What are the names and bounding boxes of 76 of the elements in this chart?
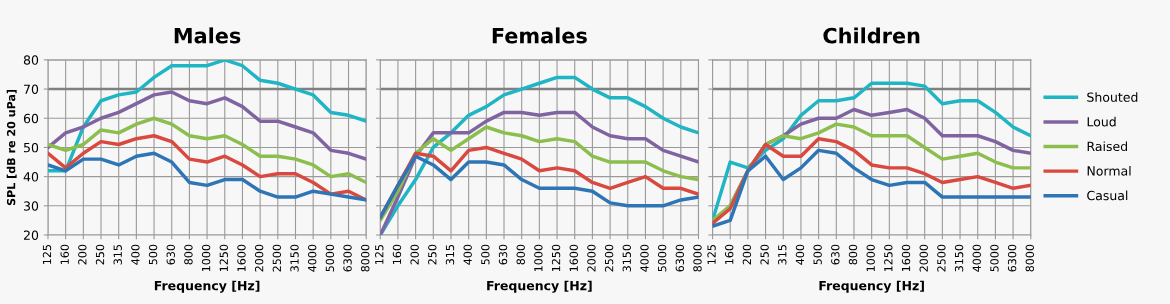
x-tick-label: 5000 [325, 244, 335, 272]
x-tick-label: 4000 [972, 244, 981, 272]
x-tick-label: 2000 [919, 244, 928, 272]
legend-label: Loud [1087, 116, 1116, 127]
x-tick-label: 800 [516, 244, 525, 265]
x-tick-label: 1600 [237, 244, 246, 272]
x-tick-label: 800 [848, 244, 858, 265]
x-tick-label: 1000 [201, 244, 211, 272]
y-tick-label: 80 [23, 55, 39, 65]
x-tick-label: 2000 [587, 244, 596, 272]
x-tick-label: 3150 [954, 244, 964, 272]
x-tick-label: 5000 [657, 244, 667, 272]
x-tick-label: 315 [113, 244, 122, 265]
x-tick-label: 1000 [534, 244, 543, 272]
x-tick-label: 400 [463, 244, 472, 265]
x-tick-label: 8000 [1025, 244, 1034, 272]
x-tick-label: 500 [481, 244, 490, 265]
x-tick-label: 125 [375, 244, 384, 265]
x-tick-label: 2500 [272, 244, 282, 272]
x-tick-label: 5000 [990, 244, 999, 272]
y-tick-label: 40 [23, 172, 39, 182]
x-tick-label: 1250 [219, 244, 228, 272]
x-tick-label: 800 [184, 244, 193, 265]
x-tick-label: 4000 [640, 244, 649, 272]
x-tick-label: 160 [725, 244, 734, 265]
x-tick-label: 250 [428, 244, 437, 265]
x-tick-label: 250 [760, 244, 769, 265]
x-tick-label: 630 [498, 244, 508, 265]
x-tick-label: 6300 [1007, 244, 1017, 272]
x-tick-label: 630 [166, 244, 175, 265]
x-tick-label: 1000 [866, 244, 875, 272]
x-tick-label: 200 [410, 244, 419, 265]
x-tick-label: 500 [813, 244, 822, 265]
x-tick-label: 315 [778, 244, 787, 265]
x-axis-title: Frequency [Hz] [154, 280, 260, 293]
y-tick-label: 60 [23, 113, 39, 124]
x-tick-label: 160 [60, 244, 69, 265]
x-tick-label: 8000 [361, 244, 370, 272]
x-tick-label: 200 [742, 244, 752, 265]
chart-title: Females [492, 27, 587, 44]
y-tick-label: 30 [23, 201, 39, 211]
x-axis-title: Frequency [Hz] [819, 280, 924, 293]
legend-label: Normal [1087, 165, 1131, 176]
x-tick-label: 500 [148, 244, 158, 265]
legend-label: Casual [1087, 190, 1128, 201]
y-tick-label: 70 [24, 84, 39, 94]
chart-title: Children [823, 27, 920, 44]
x-tick-label: 2000 [254, 244, 264, 272]
x-tick-label: 125 [42, 244, 52, 265]
legend-label: Raised [1087, 141, 1127, 152]
x-tick-label: 1600 [901, 244, 911, 272]
x-axis-title: Frequency [Hz] [487, 280, 592, 293]
x-tick-label: 1600 [569, 244, 578, 272]
y-tick-label: 50 [24, 142, 39, 153]
x-tick-label: 315 [445, 244, 455, 265]
x-tick-label: 8000 [693, 244, 702, 272]
x-tick-label: 1250 [884, 244, 893, 272]
x-tick-label: 250 [95, 244, 105, 265]
x-tick-label: 3150 [622, 244, 631, 272]
x-tick-label: 6300 [343, 244, 352, 272]
x-tick-label: 2500 [604, 244, 614, 272]
y-tick-label: 20 [23, 230, 39, 240]
chart-title: Males [174, 27, 241, 44]
x-tick-label: 400 [131, 244, 140, 265]
x-tick-label: 630 [831, 244, 840, 265]
x-tick-label: 1250 [551, 244, 561, 272]
y-axis-title: SPL [dB re 20 uPa] [6, 89, 17, 206]
x-tick-label: 400 [795, 244, 805, 265]
x-tick-label: 3150 [290, 244, 299, 272]
x-tick-label: 200 [78, 244, 87, 265]
x-tick-label: 160 [392, 244, 402, 265]
x-tick-label: 4000 [307, 244, 317, 272]
legend-label: Shouted [1087, 92, 1138, 102]
x-tick-label: 6300 [675, 244, 685, 272]
x-tick-label: 125 [707, 244, 716, 265]
x-tick-label: 2500 [937, 244, 946, 272]
